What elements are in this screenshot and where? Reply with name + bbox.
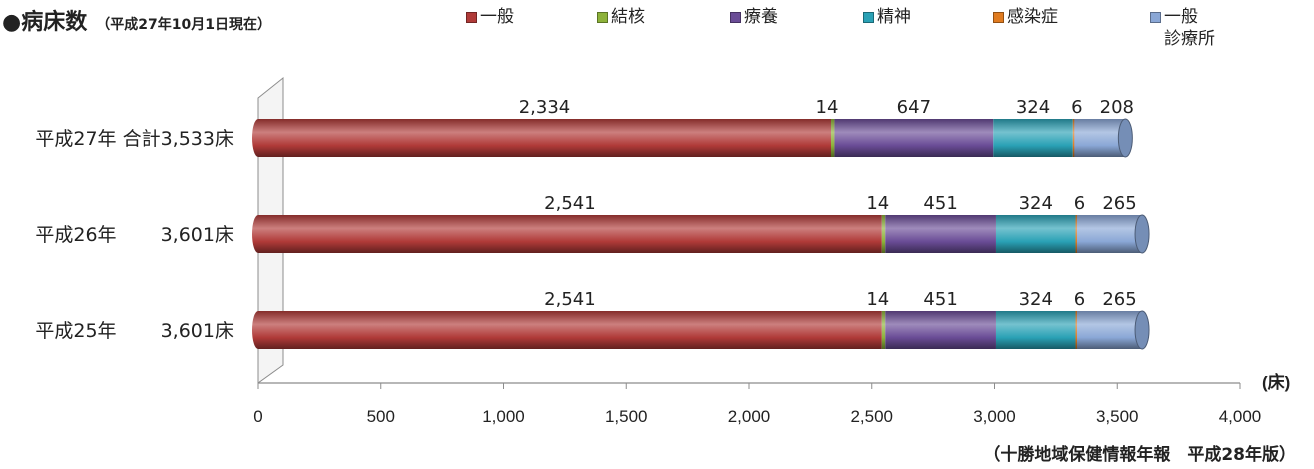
bar-clinic — [1076, 311, 1143, 349]
bar-end-cap — [1117, 118, 1133, 158]
x-tick-label: 0 — [253, 407, 262, 426]
x-tick-label: 1,000 — [482, 407, 525, 426]
bars — [252, 118, 1150, 350]
legend: 一般 結核 療養 精神 感染症 一般 診療所 — [0, 6, 1314, 66]
legend-label-tuberculosis: 結核 — [611, 7, 645, 27]
bar-end-cap — [1134, 310, 1150, 350]
bar-long-term-care — [834, 119, 994, 157]
bar-left-cap — [252, 215, 264, 253]
chart-title-main: ●病床数 — [2, 10, 88, 35]
legend-swatch-clinic — [1150, 12, 1161, 23]
data-label-tuberculosis: 14 — [866, 289, 889, 310]
bar-long-term-care — [885, 311, 996, 349]
bar-general — [258, 311, 882, 349]
bar-tuberculosis — [881, 311, 886, 349]
data-label-general: 2,334 — [519, 97, 571, 118]
legend-label-infectious: 感染症 — [1007, 7, 1058, 27]
data-label-clinic: 208 — [1100, 97, 1134, 118]
bar-psychiatric — [993, 119, 1073, 157]
data-label-psychiatric: 324 — [1019, 193, 1053, 214]
bar-left-cap — [252, 119, 264, 157]
bar-infectious — [1072, 119, 1075, 157]
legend-swatch-infectious — [993, 12, 1004, 23]
legend-item-infectious: 感染症 — [993, 6, 1058, 28]
chart-title-date: （平成27年10月1日現在） — [96, 17, 272, 33]
legend-item-general: 一般 — [466, 6, 514, 28]
bar-general — [258, 215, 882, 253]
source-note: （十勝地域保健情報年報 平成28年版） — [983, 445, 1296, 465]
data-label-general: 2,541 — [544, 193, 596, 214]
bar-end-cap — [1134, 214, 1150, 254]
category-label: 平成25年 3,601床 — [35, 320, 234, 342]
x-tick-label: 2,500 — [850, 407, 893, 426]
legend-item-tuberculosis: 結核 — [597, 6, 645, 28]
data-label-long-term-care: 451 — [923, 289, 957, 310]
bar-psychiatric — [995, 215, 1076, 253]
bar-clinic — [1076, 215, 1143, 253]
data-label-infectious: 6 — [1074, 193, 1085, 214]
x-axis: 0 500 1,000 1,500 2,000 2,500 3,000 3,500 4,000(… — [253, 372, 1290, 426]
data-label-long-term-care: 647 — [897, 97, 931, 118]
legend-swatch-tuberculosis — [597, 12, 608, 23]
x-tick-label: 4,000 — [1219, 407, 1262, 426]
x-tick-label: 3,500 — [1096, 407, 1139, 426]
legend-item-long-term-care: 療養 — [730, 6, 778, 28]
x-tick-label: 500 — [367, 407, 395, 426]
bar-tuberculosis — [830, 119, 835, 157]
x-tick-label: 1,500 — [605, 407, 648, 426]
bar-general — [258, 119, 831, 157]
data-label-infectious: 6 — [1071, 97, 1082, 118]
bar-infectious — [1075, 311, 1078, 349]
legend-label-general: 一般 — [480, 7, 514, 27]
legend-item-clinic: 一般 診療所 — [1150, 6, 1215, 50]
data-label-tuberculosis: 14 — [866, 193, 889, 214]
chart-title: ●病床数 （平成27年10月1日現在） — [2, 4, 271, 36]
data-label-tuberculosis: 14 — [816, 97, 839, 118]
data-label-infectious: 6 — [1074, 289, 1085, 310]
data-label-psychiatric: 324 — [1019, 289, 1053, 310]
bar-infectious — [1075, 215, 1078, 253]
data-label-long-term-care: 451 — [923, 193, 957, 214]
bar-left-cap — [252, 311, 264, 349]
legend-swatch-long-term-care — [730, 12, 741, 23]
data-label-psychiatric: 324 — [1016, 97, 1050, 118]
bar-clinic — [1074, 119, 1126, 157]
bar-tuberculosis — [881, 215, 886, 253]
legend-label-psychiatric: 精神 — [877, 7, 911, 27]
category-label: 平成27年 合計3,533床 — [35, 128, 234, 150]
legend-swatch-general — [466, 12, 477, 23]
legend-swatch-psychiatric — [863, 12, 874, 23]
bar-long-term-care — [885, 215, 996, 253]
data-label-general: 2,541 — [544, 289, 596, 310]
legend-label-clinic: 一般 診療所 — [1164, 7, 1215, 49]
bar-psychiatric — [995, 311, 1076, 349]
data-label-clinic: 265 — [1102, 289, 1136, 310]
x-tick-label: 3,000 — [973, 407, 1016, 426]
data-label-clinic: 265 — [1102, 193, 1136, 214]
legend-item-psychiatric: 精神 — [863, 6, 911, 28]
x-axis-unit: (床) — [1262, 372, 1290, 392]
data-labels: 2,334 14 647 324 6 208 2,541 14 451 324 6 265 2,541 1… — [519, 97, 1137, 310]
category-label: 平成26年 3,601床 — [35, 224, 234, 246]
legend-label-long-term-care: 療養 — [744, 7, 778, 27]
x-tick-label: 2,000 — [728, 407, 771, 426]
